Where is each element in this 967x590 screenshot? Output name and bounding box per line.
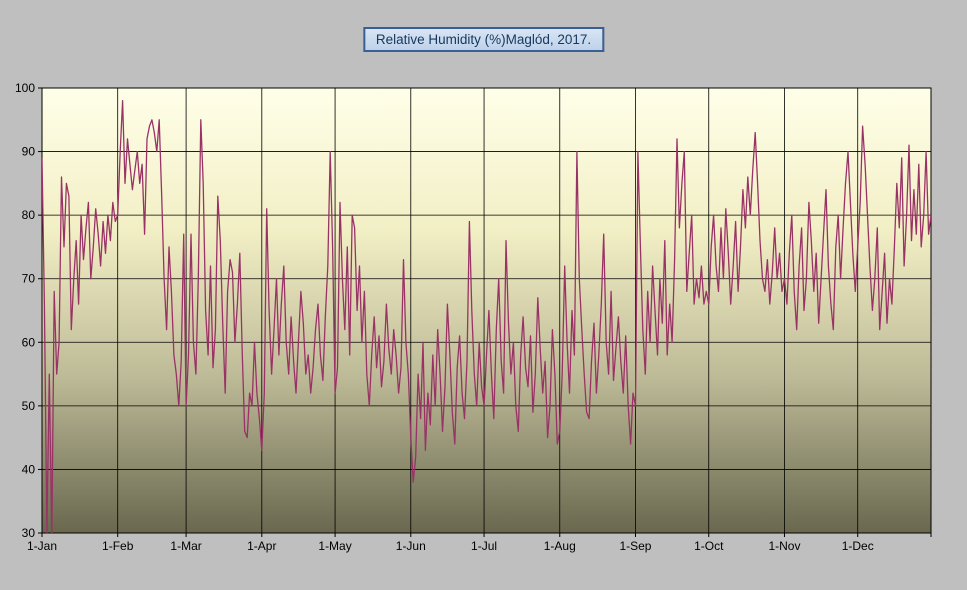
humidity-series-line — [42, 100, 931, 533]
svg-text:1-Apr: 1-Apr — [247, 539, 276, 553]
svg-text:1-Sep: 1-Sep — [619, 539, 651, 553]
svg-text:1-Mar: 1-Mar — [170, 539, 201, 553]
plot-background — [42, 88, 931, 533]
svg-text:1-Aug: 1-Aug — [544, 539, 576, 553]
chart-title: Relative Humidity (%)Maglód, 2017. — [362, 27, 605, 52]
svg-text:100: 100 — [15, 81, 35, 95]
svg-text:1-Dec: 1-Dec — [842, 539, 874, 553]
svg-text:1-Jul: 1-Jul — [471, 539, 497, 553]
svg-text:80: 80 — [22, 208, 36, 222]
plot-border — [41, 87, 932, 534]
svg-text:1-Oct: 1-Oct — [694, 539, 724, 553]
x-axis-labels: 1-Jan 1-Feb 1-Mar 1-Apr 1-May 1-Jun 1-Jul 1-Aug… — [27, 539, 874, 553]
svg-text:1-Jun: 1-Jun — [396, 539, 426, 553]
svg-text:50: 50 — [22, 399, 36, 413]
svg-text:90: 90 — [22, 145, 36, 159]
svg-text:1-May: 1-May — [318, 539, 351, 553]
svg-text:70: 70 — [22, 272, 36, 286]
svg-text:40: 40 — [22, 462, 36, 476]
svg-text:60: 60 — [22, 335, 36, 349]
svg-text:1-Jan: 1-Jan — [27, 539, 57, 553]
x-gridlines — [41, 88, 932, 537]
y-axis-labels: 100 90 80 70 60 50 40 30 — [15, 81, 35, 540]
svg-text:30: 30 — [22, 526, 36, 540]
svg-text:1-Feb: 1-Feb — [102, 539, 134, 553]
svg-text:1-Nov: 1-Nov — [768, 539, 800, 553]
